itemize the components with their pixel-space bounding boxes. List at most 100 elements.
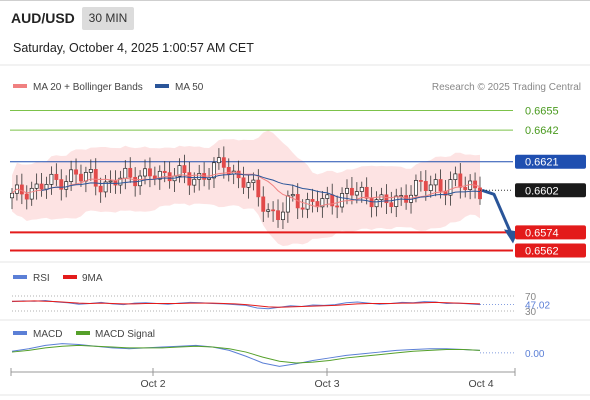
candle-body xyxy=(216,157,221,164)
candle-body xyxy=(221,157,226,168)
candle-body xyxy=(271,209,276,212)
symbol-title: AUD/USD xyxy=(11,10,75,26)
level-label-0.6562: 0.6562 xyxy=(525,245,559,257)
ma50-legend-swatch xyxy=(155,84,169,88)
level-label-0.6655: 0.6655 xyxy=(525,106,559,118)
candle-body xyxy=(98,185,103,193)
level-badge-0.6621 xyxy=(515,154,586,169)
rsi-tick-30: 30 xyxy=(525,307,537,318)
macd-signal-legend-swatch xyxy=(76,331,90,335)
last-price-badge xyxy=(515,183,586,198)
candle-body xyxy=(389,202,394,207)
candle-body xyxy=(24,193,29,200)
candle-body xyxy=(384,194,389,204)
forecast-arrow xyxy=(481,188,518,244)
x-tick-label-Oct-2: Oct 2 xyxy=(140,378,165,390)
x-axis: Oct 2 Oct 3 Oct 4 xyxy=(10,368,516,390)
level-label-0.6642: 0.6642 xyxy=(525,125,559,137)
candle-body xyxy=(49,173,54,185)
rsi-9ma-legend-swatch xyxy=(63,275,77,279)
candle-body xyxy=(29,187,34,200)
candle-body xyxy=(93,169,98,187)
rsi-9ma-legend-label: 9MA xyxy=(82,273,103,284)
ma20-line xyxy=(11,171,481,208)
candle-body xyxy=(39,183,44,190)
candle-body xyxy=(44,184,49,190)
candle-body xyxy=(241,177,246,188)
forecast-arrow-head xyxy=(504,229,518,244)
rsi-legend-swatch xyxy=(13,275,27,279)
last-price-label: 0.6602 xyxy=(525,185,559,197)
candle-body xyxy=(463,186,468,190)
candle-body xyxy=(118,177,123,186)
candle-body xyxy=(433,179,438,186)
candle-body xyxy=(83,172,88,182)
candle-body xyxy=(54,173,59,180)
candle-body xyxy=(197,173,202,180)
candle-body xyxy=(182,165,187,173)
candle-body xyxy=(103,181,108,193)
rsi-tick-70: 70 xyxy=(525,292,537,303)
candle-body xyxy=(10,192,14,199)
candle-body xyxy=(88,169,93,173)
candle-body xyxy=(256,179,261,198)
candle-body xyxy=(143,168,147,177)
candle-body xyxy=(414,180,418,196)
rsi-series-9MA xyxy=(12,300,481,308)
level-badge-0.6574 xyxy=(515,225,586,240)
candle-body xyxy=(280,211,285,221)
level-labels: 0.6655 0.6642 0.6621 0.6574 0.6562 0.6602 xyxy=(480,106,586,258)
ma20-legend-label: MA 20 + Bollinger Bands xyxy=(33,82,143,93)
macd-legend-label: MACD xyxy=(33,329,62,340)
rsi-legend-label: RSI xyxy=(33,273,50,284)
candle-body xyxy=(266,209,271,212)
candle-body xyxy=(394,195,399,207)
candle-body xyxy=(157,170,162,180)
candle-body xyxy=(345,187,349,194)
macd-last-value: 0.00 xyxy=(525,349,545,360)
candle-body xyxy=(354,191,359,196)
candle-body xyxy=(340,193,345,208)
level-label-0.6621: 0.6621 xyxy=(525,157,559,169)
candle-body xyxy=(418,180,423,182)
timeframe-badge[interactable]: 30 MIN xyxy=(82,7,134,30)
candle-body xyxy=(251,179,256,183)
candle-body xyxy=(453,173,458,180)
macd-series-MACD xyxy=(11,343,481,367)
candle-body xyxy=(123,167,128,179)
candle-body xyxy=(187,172,192,186)
candle-body xyxy=(285,195,290,213)
candle-body xyxy=(246,182,251,188)
x-tick-label-Oct-4: Oct 4 xyxy=(468,378,493,390)
candle-body xyxy=(192,178,197,186)
candle-body xyxy=(374,199,379,208)
candle-body xyxy=(349,187,354,196)
candle-body xyxy=(34,183,39,189)
candle-body xyxy=(162,170,167,173)
candle-body xyxy=(369,197,374,208)
candle-body xyxy=(478,187,482,200)
candle-body xyxy=(226,167,231,175)
macd-series-MACD Signal xyxy=(11,344,481,364)
candle-body xyxy=(74,169,78,175)
candle-body xyxy=(438,179,443,192)
candle-body xyxy=(473,180,478,189)
candle-body xyxy=(128,167,133,178)
candle-body xyxy=(177,165,182,177)
candle-body xyxy=(59,179,64,190)
forecast-arrow-shaft xyxy=(481,188,513,235)
candle-body xyxy=(261,196,266,212)
candle-body xyxy=(320,198,325,208)
candle-body xyxy=(19,184,24,195)
candle-body xyxy=(359,186,364,192)
candle-body xyxy=(290,194,295,197)
bollinger-band-area xyxy=(12,130,480,247)
candle-body xyxy=(428,184,433,191)
candle-body xyxy=(79,173,83,182)
moving-averages xyxy=(11,171,481,208)
candle-body xyxy=(300,207,305,210)
candle-body xyxy=(458,173,463,188)
datetime-label: Saturday, October 4, 2025 1:00:57 AM CET xyxy=(13,41,254,55)
